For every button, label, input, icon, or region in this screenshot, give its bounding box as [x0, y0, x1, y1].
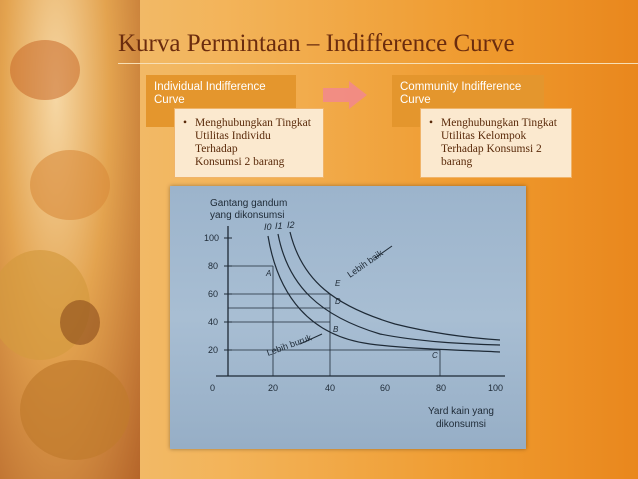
lebih-baik-label: Lebih baik — [345, 248, 385, 280]
x-tick-60: 60 — [380, 383, 390, 393]
y-axis-label-line2: yang dikonsumsi — [210, 210, 284, 221]
x-tick-40: 40 — [325, 383, 335, 393]
individual-body-line2: Utilitas Individu Terhadap — [195, 130, 271, 155]
lebih-buruk-label: Lebih buruk — [265, 332, 313, 358]
community-body-line2: Utilitas Kelompok — [441, 130, 527, 142]
individual-heading-line2: Curve — [154, 94, 185, 106]
lebih-baik-arrow — [374, 245, 393, 259]
x-tick-80: 80 — [436, 383, 446, 393]
x-tick-20: 20 — [268, 383, 278, 393]
point-label-b: B — [333, 325, 339, 334]
curve-label-i2: I2 — [287, 220, 295, 230]
point-label-a: A — [265, 269, 271, 278]
bullet-icon: • — [429, 117, 434, 129]
community-body-line3: Terhadap Konsumsi 2 — [441, 143, 542, 155]
individual-heading-line1: Individual Indifference — [154, 81, 266, 93]
y-tick-100: 100 — [204, 233, 219, 243]
lebih-buruk-arrow — [299, 333, 323, 345]
individual-body-line1: Menghubungkan Tingkat — [195, 117, 311, 129]
y-tick-20: 20 — [208, 345, 218, 355]
right-arrow-icon — [323, 81, 367, 109]
point-label-e: E — [335, 279, 341, 288]
community-body-line4: barang — [441, 156, 473, 168]
curve-label-i1: I1 — [275, 221, 283, 231]
community-body-line1: Menghubungkan Tingkat — [441, 117, 557, 129]
y-tick-60: 60 — [208, 289, 218, 299]
community-curve-description: • Menghubungkan Tingkat Utilitas Kelompo… — [420, 108, 572, 178]
community-heading-line1: Community Indifference — [400, 81, 522, 93]
indifference-curve-i2 — [289, 231, 501, 341]
x-tick-100: 100 — [488, 383, 503, 393]
community-heading-line2: Curve — [400, 94, 431, 106]
individual-curve-description: • Menghubungkan Tingkat Utilitas Individ… — [174, 108, 324, 178]
bullet-icon: • — [183, 117, 188, 129]
background-fruit-image — [0, 0, 140, 479]
title-divider — [118, 63, 638, 64]
point-label-c: C — [432, 351, 438, 360]
indifference-curve-graph-image: Gantang gandum yang dikonsumsi 100 80 60… — [170, 186, 526, 449]
point-label-d: D — [335, 297, 341, 306]
x-axis-label-line2: dikonsumsi — [436, 419, 486, 430]
indifference-curve-i1 — [277, 233, 501, 346]
slide-title: Kurva Permintaan – Indifference Curve — [118, 30, 515, 57]
y-tick-40: 40 — [208, 317, 218, 327]
x-axis-label-line1: Yard kain yang — [428, 406, 494, 417]
curve-label-i0: I0 — [264, 222, 272, 232]
y-axis-label-line1: Gantang gandum — [210, 198, 287, 209]
x-tick-0: 0 — [210, 383, 215, 393]
y-tick-80: 80 — [208, 261, 218, 271]
individual-body-line3: Konsumsi 2 barang — [195, 156, 285, 168]
indifference-curve-i0 — [267, 235, 501, 353]
